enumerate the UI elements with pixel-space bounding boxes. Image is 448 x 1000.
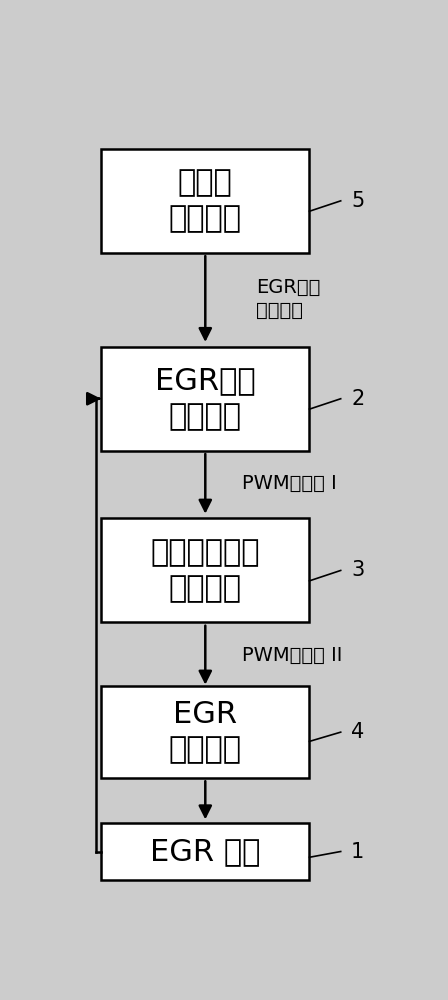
Text: 电流过载保护
控制模块: 电流过载保护 控制模块	[151, 538, 260, 603]
Text: 1: 1	[351, 842, 364, 861]
Bar	[101, 347, 310, 451]
Text: EGR阀座
目标位置: EGR阀座 目标位置	[256, 278, 320, 320]
Text: 3: 3	[351, 560, 364, 580]
Bar	[101, 823, 310, 880]
Text: EGR
驱动电路: EGR 驱动电路	[169, 700, 242, 765]
Text: 2: 2	[351, 389, 364, 409]
Text: EGR 系统: EGR 系统	[150, 837, 260, 866]
Bar	[101, 149, 310, 253]
Text: PWM占空比 I: PWM占空比 I	[242, 474, 336, 493]
Text: 4: 4	[351, 722, 364, 742]
Bar	[101, 686, 310, 778]
Bar	[101, 518, 310, 622]
Text: 5: 5	[351, 191, 364, 211]
Text: EGR位置
控制模块: EGR位置 控制模块	[155, 366, 256, 431]
Text: PWM占空比 II: PWM占空比 II	[242, 646, 342, 665]
Text: 发动机
管理模块: 发动机 管理模块	[169, 168, 242, 233]
